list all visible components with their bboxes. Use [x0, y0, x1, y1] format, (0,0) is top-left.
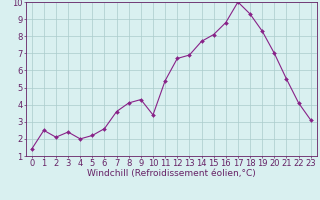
X-axis label: Windchill (Refroidissement éolien,°C): Windchill (Refroidissement éolien,°C): [87, 169, 256, 178]
